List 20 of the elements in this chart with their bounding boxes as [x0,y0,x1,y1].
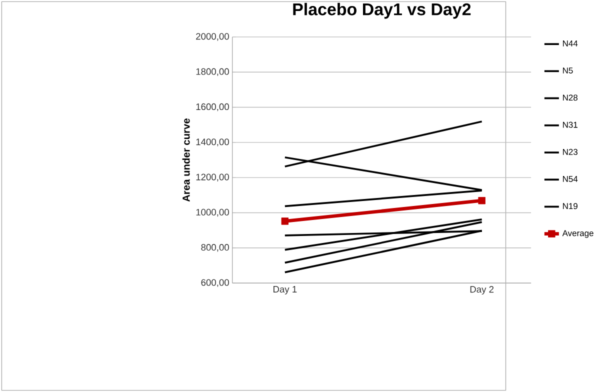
x-tick-label: Day 2 [470,286,494,294]
legend-label: N23 [562,148,578,155]
x-tick-label: Day 1 [274,286,297,294]
y-tick-label: 1600,00 [196,103,229,112]
y-tick-label: 1400,00 [196,138,229,146]
y-tick-label: 1000,00 [196,208,229,217]
legend-label: N31 [562,122,578,128]
legend-label: N54 [562,176,578,182]
y-axis-title: Area under curve [182,118,190,202]
legend-label: N28 [562,94,578,101]
y-tick-label: 800,00 [201,244,229,252]
y-tick-label: 1800,00 [196,68,229,76]
legend-label: Average [562,230,594,238]
legend-label: N5 [562,68,573,74]
y-tick-label: 1200,00 [196,174,229,182]
y-tick-label: 2000,00 [196,33,229,41]
y-tick-label: 600,00 [201,279,229,287]
legend-label: N19 [562,203,578,210]
legend-label: N44 [562,40,578,46]
chart-title: Placebo Day1 vs Day2 [293,2,471,19]
